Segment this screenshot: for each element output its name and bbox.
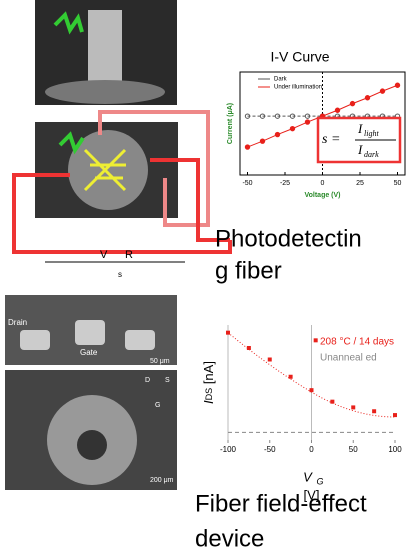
x-tick-label: 0 xyxy=(309,445,314,454)
point xyxy=(372,409,377,414)
point xyxy=(244,113,251,119)
x-tick-label: 100 xyxy=(388,445,402,454)
point xyxy=(267,357,272,362)
point xyxy=(289,113,296,119)
point xyxy=(304,119,311,125)
annotation: dark xyxy=(364,150,379,159)
pad xyxy=(20,330,50,350)
y-axis-label: IDS [nA] xyxy=(201,361,216,404)
core xyxy=(77,430,107,460)
x-tick-label: -100 xyxy=(220,445,237,454)
x-axis-label: V xyxy=(303,469,313,484)
x-tick-label: -50 xyxy=(264,445,276,454)
s-label: S xyxy=(165,377,170,384)
gate-label: Gate xyxy=(80,348,98,357)
point xyxy=(289,125,296,132)
x-tick-label: 25 xyxy=(356,180,364,187)
caption: device xyxy=(195,525,264,552)
x-tick-label: -25 xyxy=(280,180,290,187)
caption: Fiber field-effect xyxy=(195,490,367,517)
point xyxy=(394,82,401,88)
point xyxy=(274,113,281,119)
legend-label: Under illumination xyxy=(274,85,322,91)
x-tick-label: 50 xyxy=(349,445,358,454)
point xyxy=(244,144,251,150)
annotation: s = xyxy=(322,132,340,147)
point xyxy=(313,338,318,343)
circuit-v: V xyxy=(100,249,108,261)
point xyxy=(304,113,311,119)
x-axis-label: G xyxy=(317,476,324,486)
x-axis-unit: [V] xyxy=(304,487,320,502)
point xyxy=(334,107,341,113)
annotation: I xyxy=(357,121,363,136)
legend-label: Dark xyxy=(274,77,288,83)
point xyxy=(274,131,281,138)
point xyxy=(330,399,335,404)
point xyxy=(246,346,251,350)
annotation: light xyxy=(364,129,379,138)
scale-label: 50 μm xyxy=(150,358,170,365)
x-axis-label: Voltage (V) xyxy=(304,192,340,199)
x-tick-label: 0 xyxy=(321,180,325,187)
legend-label: 208 °C / 14 days xyxy=(320,337,394,348)
y-axis-label: Current (μA) xyxy=(227,103,234,144)
point xyxy=(288,374,293,379)
point xyxy=(379,88,386,94)
fiber-section xyxy=(68,130,148,210)
wire xyxy=(12,158,232,254)
label-part: [nA] xyxy=(201,361,216,388)
caption: Photodetectin xyxy=(215,225,362,252)
chart-title: I-V Curve xyxy=(270,49,329,65)
annotation: I xyxy=(357,142,363,157)
d-label: D xyxy=(145,377,150,384)
label-part: I xyxy=(201,400,216,404)
base xyxy=(45,80,165,104)
light-icon xyxy=(58,131,85,155)
x-tick-label: -50 xyxy=(242,180,252,187)
x-tick-label: 50 xyxy=(394,180,402,187)
point xyxy=(259,113,266,119)
circuit-sub: s xyxy=(118,270,122,279)
light-icon xyxy=(53,11,84,35)
point xyxy=(393,413,397,418)
legend-label: Unanneal ed xyxy=(320,353,377,364)
wire xyxy=(98,110,210,227)
electrodes xyxy=(83,148,127,192)
pad xyxy=(125,330,155,350)
point xyxy=(351,405,356,410)
scale-label: 200 μm xyxy=(150,477,174,484)
drain-label: Drain xyxy=(8,318,27,327)
caption: g fiber xyxy=(215,257,282,284)
g-label: G xyxy=(155,402,160,409)
point xyxy=(309,388,314,393)
point xyxy=(349,100,356,107)
pad xyxy=(75,320,105,345)
point xyxy=(364,95,371,101)
point xyxy=(226,330,230,335)
circuit-r: R xyxy=(125,249,133,261)
point xyxy=(259,138,266,144)
label-part: DS xyxy=(204,388,214,401)
